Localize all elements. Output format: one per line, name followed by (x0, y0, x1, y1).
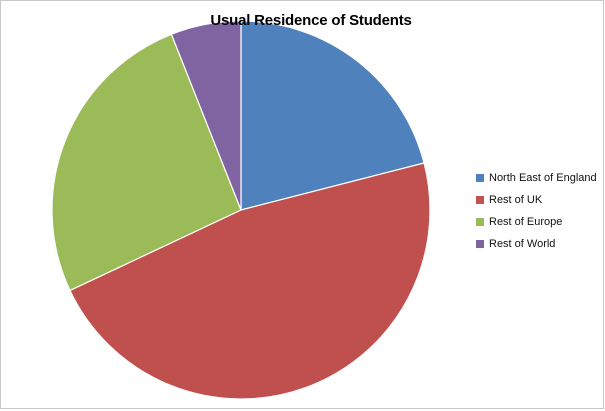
chart-legend: North East of England Rest of UK Rest of… (476, 167, 597, 255)
legend-item-north-east-of-england: North East of England (476, 167, 597, 189)
chart-title: Usual Residence of Students (210, 12, 412, 29)
legend-swatch-rest-of-uk (476, 196, 484, 204)
legend-item-rest-of-world: Rest of World (476, 233, 597, 255)
pie-slice-rest-of-uk (69, 162, 431, 400)
pie-slice-rest-of-world (170, 20, 242, 211)
legend-swatch-north-east-of-england (476, 174, 484, 182)
legend-label-rest-of-europe: Rest of Europe (489, 216, 563, 228)
legend-label-rest-of-world: Rest of World (489, 238, 556, 250)
legend-label-rest-of-uk: Rest of UK (489, 194, 543, 206)
legend-item-rest-of-uk: Rest of UK (476, 189, 597, 211)
legend-item-rest-of-europe: Rest of Europe (476, 211, 597, 233)
legend-label-north-east-of-england: North East of England (489, 172, 597, 184)
pie-slice-north-east-of-england (240, 20, 425, 211)
pie-slices (51, 20, 431, 400)
legend-swatch-rest-of-world (476, 240, 484, 248)
legend-swatch-rest-of-europe (476, 218, 484, 226)
pie-slice-rest-of-europe (51, 33, 242, 292)
